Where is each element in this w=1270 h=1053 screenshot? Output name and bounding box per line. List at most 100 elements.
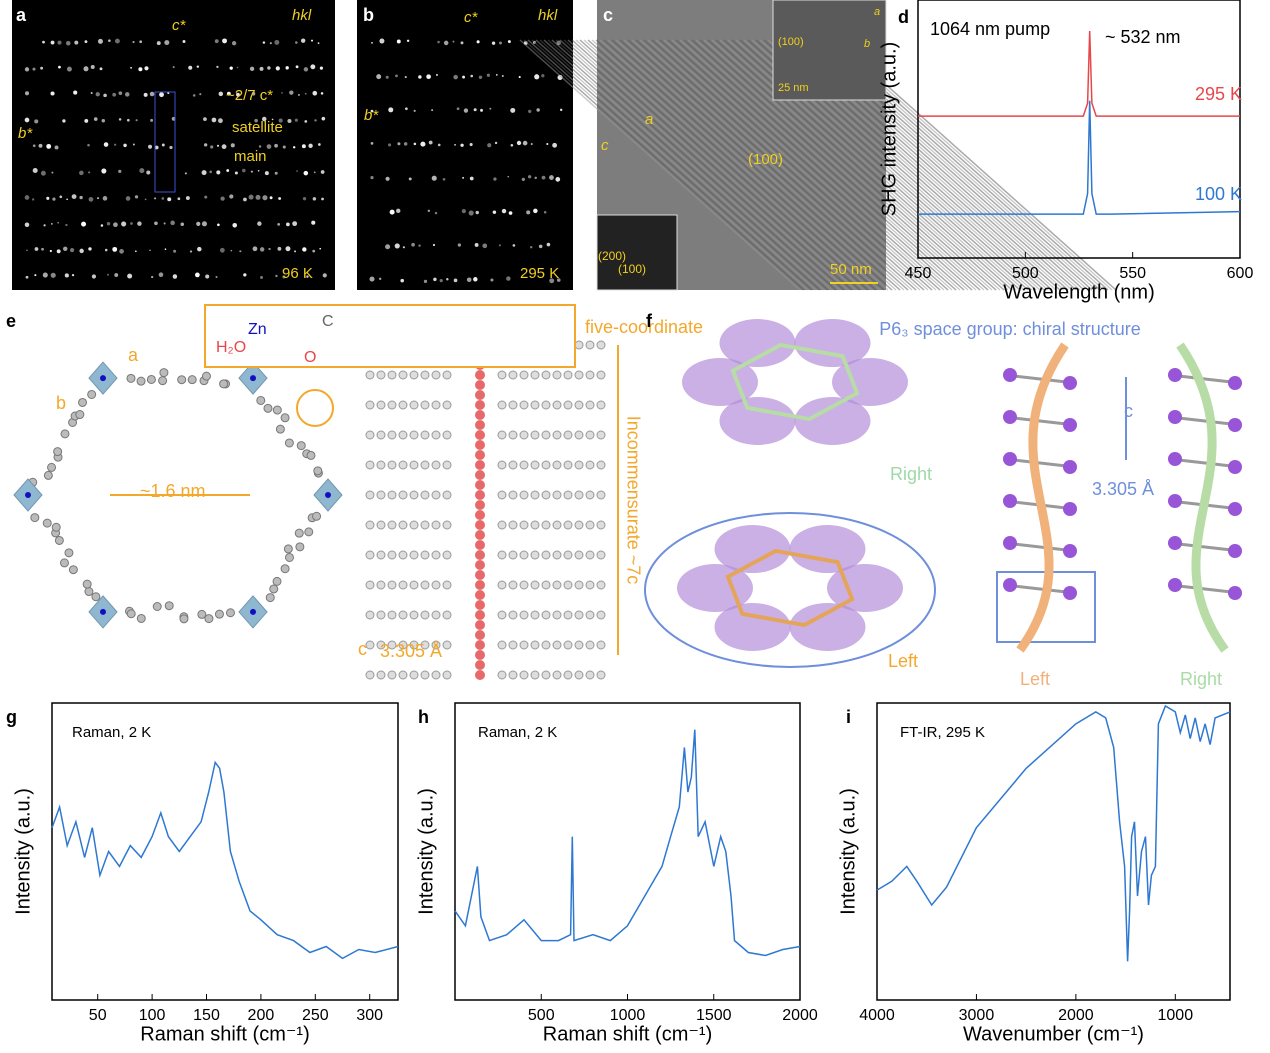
carbon-atom <box>531 371 539 379</box>
diffraction-spot <box>216 170 220 174</box>
diffraction-spot <box>59 195 62 198</box>
carbon-atom <box>564 551 572 559</box>
diffraction-spot <box>276 66 280 70</box>
zn-sphere <box>1228 376 1242 390</box>
carbon-atom <box>432 491 440 499</box>
diffraction-spot <box>119 118 122 121</box>
data-line <box>918 101 1240 215</box>
o-atom <box>475 630 485 640</box>
carbon-atom <box>597 401 605 409</box>
diffraction-spot <box>55 145 59 149</box>
diffraction-spot <box>461 41 464 44</box>
diffraction-spot <box>281 92 283 94</box>
carbon-atom <box>421 671 429 679</box>
x-tick-label: 50 <box>89 1007 107 1024</box>
diffraction-spot <box>386 76 389 79</box>
diffraction-spot <box>440 279 443 282</box>
carbon-atom <box>509 521 517 529</box>
annotation: five-coordinate <box>585 317 703 337</box>
diffraction-spot <box>313 197 316 200</box>
annotation: (100) <box>778 36 804 48</box>
diffraction-spot <box>107 222 110 225</box>
diffraction-spot <box>50 250 52 252</box>
carbon-atom <box>410 521 418 529</box>
carbon-atom <box>410 461 418 469</box>
zn-sphere <box>1003 452 1017 466</box>
carbon-atom <box>432 581 440 589</box>
carbon-atom <box>284 545 292 553</box>
carbon-atom <box>597 581 605 589</box>
carbon-atom <box>520 671 528 679</box>
carbon-atom <box>575 521 583 529</box>
diffraction-spot <box>397 40 401 44</box>
diffraction-spot <box>499 244 501 246</box>
diffraction-spot <box>135 250 137 252</box>
carbon-atom <box>586 431 594 439</box>
diffraction-spot <box>162 197 165 200</box>
diffraction-spot <box>371 142 374 145</box>
carbon-atom <box>443 401 451 409</box>
carbon-atom <box>137 377 145 385</box>
diffraction-spot <box>460 144 463 147</box>
carbon-atom <box>76 411 84 419</box>
linker-disc <box>795 397 871 445</box>
diffraction-spot <box>509 211 513 215</box>
carbon-atom <box>498 521 506 529</box>
carbon-atom <box>564 491 572 499</box>
annotation: Incommensurate ~7c <box>623 416 643 585</box>
diffraction-spot <box>395 74 398 77</box>
carbon-atom <box>575 671 583 679</box>
carbon-atom <box>366 431 374 439</box>
carbon-atom <box>564 401 572 409</box>
diffraction-spot <box>530 246 532 248</box>
diffraction-spot <box>62 119 65 122</box>
plot-frame <box>877 703 1230 1000</box>
annotation: ~1.6 nm <box>140 481 206 501</box>
diffraction-spot <box>91 92 93 94</box>
diffraction-spot <box>429 141 433 145</box>
x-tick-label: 1000 <box>610 1007 646 1024</box>
carbon-atom <box>399 611 407 619</box>
diffraction-spot <box>139 40 142 43</box>
diffraction-spot <box>469 210 474 215</box>
diffraction-spot <box>314 171 316 173</box>
carbon-atom <box>553 491 561 499</box>
annotation: (100) <box>748 151 783 168</box>
diffraction-spot <box>409 177 412 180</box>
diffraction-spot <box>426 74 431 79</box>
diffraction-spot <box>126 196 131 201</box>
carbon-atom <box>388 431 396 439</box>
diffraction-spot <box>137 221 141 225</box>
diffraction-spot <box>549 175 554 180</box>
carbon-atom <box>564 461 572 469</box>
diffraction-spot <box>89 197 94 202</box>
carbon-atom <box>564 581 572 589</box>
diffraction-spot <box>470 75 473 78</box>
diffraction-spot <box>119 249 124 254</box>
axis-label: a <box>645 111 653 128</box>
x-axis-label: Raman shift (cm⁻¹) <box>140 1023 309 1045</box>
carbon-atom <box>531 431 539 439</box>
o-atom <box>475 510 485 520</box>
diffraction-spot <box>499 41 502 44</box>
carbon-atom <box>443 671 451 679</box>
diffraction-spot <box>96 92 100 96</box>
diffraction-spot <box>121 221 126 226</box>
carbon-atom <box>388 671 396 679</box>
carbon-atom <box>542 491 550 499</box>
data-line <box>877 706 1230 961</box>
carbon-atom <box>215 610 223 618</box>
diffraction-spot <box>260 276 263 279</box>
diffraction-spot <box>127 274 132 279</box>
carbon-atom <box>542 461 550 469</box>
carbon-atom <box>198 610 206 618</box>
x-tick-label: 300 <box>356 1007 383 1024</box>
diffraction-spot <box>232 41 236 45</box>
carbon-atom <box>377 371 385 379</box>
carbon-atom <box>520 461 528 469</box>
diffraction-spot <box>256 195 261 200</box>
carbon-atom <box>421 401 429 409</box>
o-atom <box>475 490 485 500</box>
o-atom <box>475 400 485 410</box>
panel-label: d <box>898 7 909 27</box>
